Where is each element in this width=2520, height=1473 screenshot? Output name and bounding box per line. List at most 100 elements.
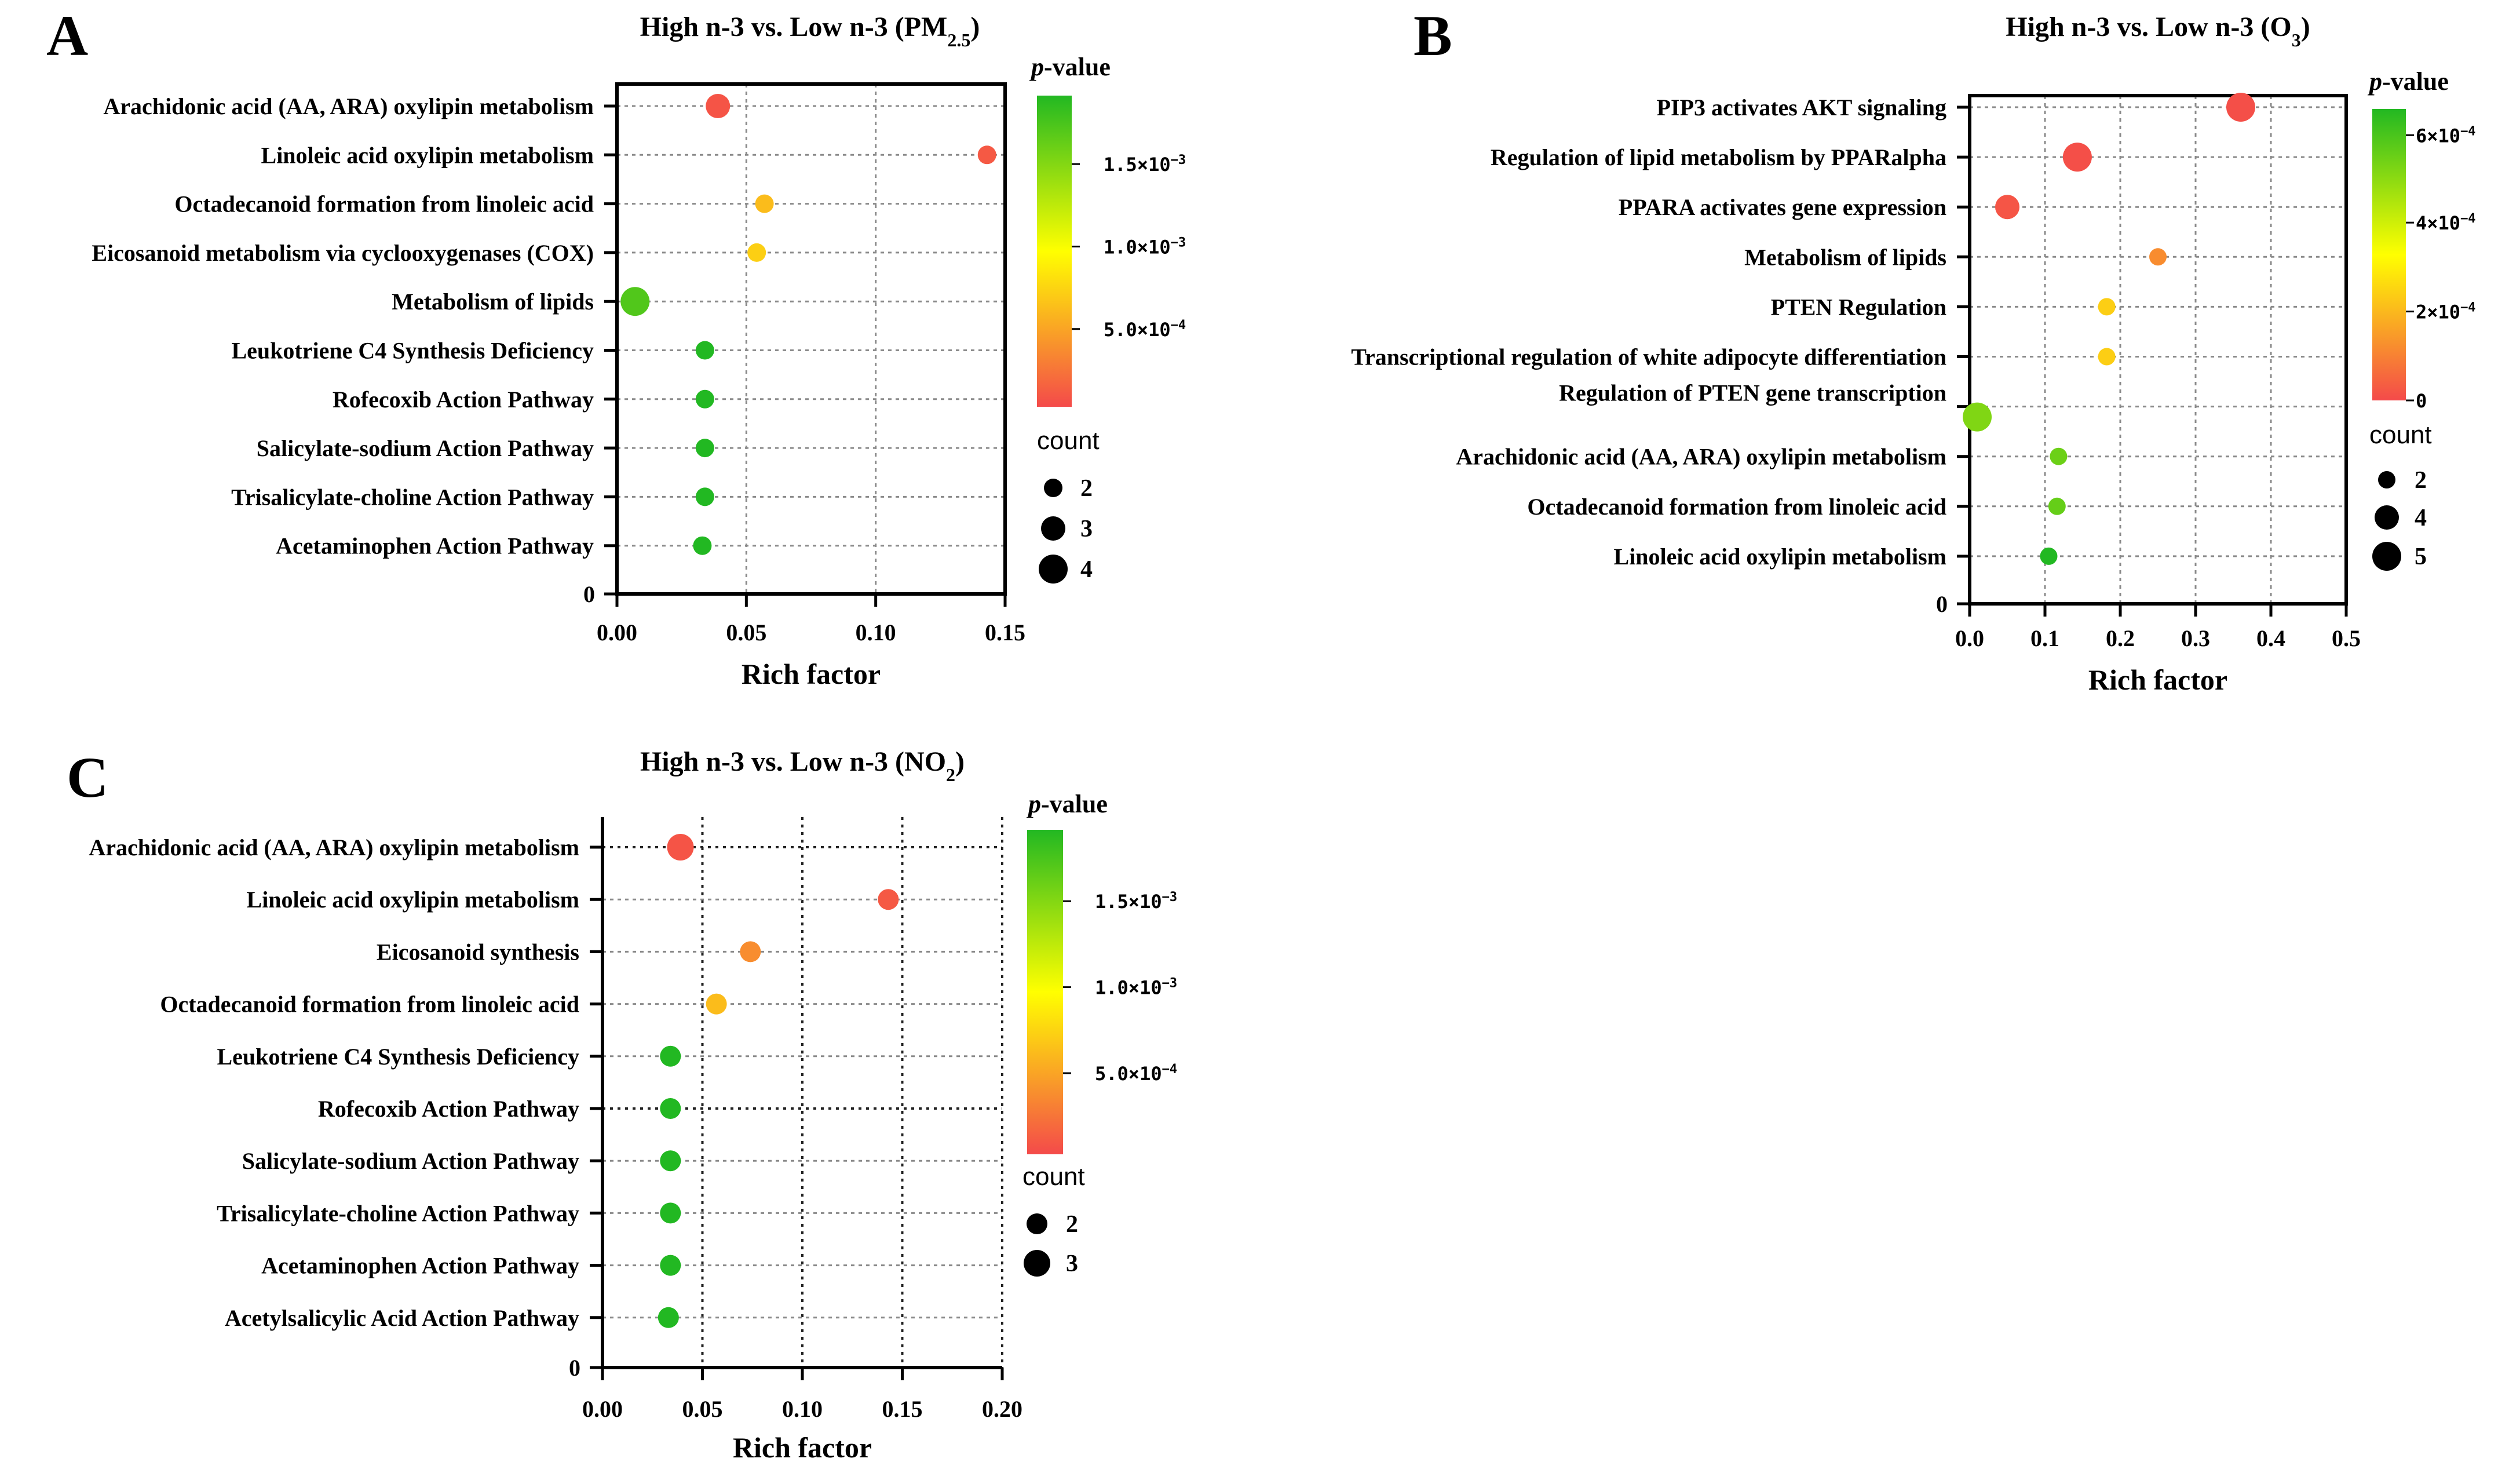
x-tick-label: 0.2 (2106, 625, 2135, 651)
colorbar-tick-mantissa: 4×10 (2416, 212, 2460, 234)
category-label: Trisalicylate-choline Action Pathway (231, 484, 594, 510)
colorbar-tick-exponent: −4 (1171, 318, 1186, 332)
x-axis-label: Rich factor (2088, 663, 2227, 696)
chart-title-end: ) (970, 12, 980, 42)
panel-b: B High n-3 vs. Low n-3 (O3) PIP3 activates… (1351, 3, 2475, 696)
data-point (660, 1098, 681, 1119)
data-point (660, 1255, 681, 1276)
data-point (2226, 93, 2255, 122)
colorbar-tick-exponent: −4 (2460, 124, 2476, 138)
y-zero-label: 0 (1936, 591, 1948, 617)
colorbar-tick-exponent: −3 (1171, 235, 1186, 250)
category-label: Octadecanoid formation from linoleic aci… (160, 991, 579, 1018)
count-legend-dot (2378, 471, 2395, 488)
category-label: Metabolism of lipids (392, 289, 594, 315)
colorbar-tick-label: 1.5×10−3 (1104, 153, 1186, 176)
category-label: Arachidonic acid (AA, ARA) oxylipin meta… (89, 834, 579, 861)
data-point (706, 94, 731, 118)
data-point (2149, 248, 2167, 266)
count-legend-label: 2 (2415, 467, 2427, 494)
colorbar-tick-label: 6×10−4 (2416, 124, 2476, 147)
colorbar-tick-mantissa: 5.0×10 (1095, 1063, 1162, 1085)
category-label: Octadecanoid formation from linoleic aci… (1527, 494, 1946, 520)
chart-title-end: ) (2301, 12, 2310, 42)
category-label: Arachidonic acid (AA, ARA) oxylipin meta… (103, 93, 594, 119)
x-tick-label: 0.15 (985, 619, 1025, 646)
count-legend-label: 4 (1080, 556, 1093, 583)
count-legend-dot (2375, 505, 2399, 530)
chart-title-main: High n-3 vs. Low n-3 (NO (640, 746, 946, 777)
colorbar-tick-exponent: −4 (1162, 1062, 1178, 1077)
colorbar-tick-label: 4×10−4 (2416, 212, 2476, 235)
x-tick-label: 0.10 (856, 619, 896, 646)
panel-letter: B (1414, 3, 1452, 68)
colorbar-tick-mantissa: 5.0×10 (1104, 319, 1171, 341)
plot-frame (615, 82, 1007, 596)
chart-title: High n-3 vs. Low n-3 (PM2.5) (640, 12, 980, 50)
x-tick-label: 0.1 (2030, 625, 2059, 651)
data-point (660, 1045, 681, 1067)
category-label: Metabolism of lipids (1744, 244, 1946, 270)
colorbar-tick-exponent: −4 (2460, 300, 2476, 315)
colorbar-tick-label: 1.0×10−3 (1104, 235, 1186, 258)
data-point (2098, 348, 2116, 366)
colorbar-tick-label: 5.0×10−4 (1095, 1062, 1177, 1085)
chart-title: High n-3 vs. Low n-3 (NO2) (640, 746, 965, 785)
category-label: Regulation of lipid metabolism by PPARal… (1491, 144, 1946, 170)
data-point (706, 993, 727, 1015)
data-point (660, 1150, 681, 1172)
data-point (693, 536, 712, 555)
category-label: Trisalicylate-choline Action Pathway (217, 1200, 579, 1226)
colorbar-tick-mantissa: 1.5×10 (1104, 154, 1171, 176)
pvalue-rest: -value (1041, 790, 1108, 818)
colorbar-tick-mantissa: 6×10 (2416, 125, 2460, 147)
count-legend-dot (1044, 479, 1062, 497)
y-zero-label: 0 (583, 581, 595, 607)
x-tick-label: 0.5 (2332, 625, 2361, 651)
colorbar-tick-exponent: −4 (2460, 212, 2476, 226)
count-legend-label: 2 (1080, 475, 1093, 502)
panel-letter: C (67, 745, 108, 810)
count-legend-title: count (2369, 421, 2432, 449)
count-legend-label: 4 (2415, 505, 2427, 531)
x-tick-label: 0.15 (882, 1396, 923, 1422)
x-tick-label: 0.20 (982, 1396, 1022, 1422)
category-label: PTEN Regulation (1771, 294, 1946, 320)
data-point (1963, 402, 1992, 432)
category-label: PPARA activates gene expression (1619, 194, 1946, 220)
data-point (2050, 447, 2068, 465)
pvalue-legend-title: p-value (1029, 53, 1111, 81)
colorbar-tick-mantissa: 1.0×10 (1104, 236, 1171, 258)
x-tick-label: 0.4 (2256, 625, 2285, 651)
data-point (660, 1202, 681, 1224)
colorbar-tick-mantissa: 0 (2416, 390, 2427, 412)
data-point (747, 243, 766, 262)
data-point (2048, 497, 2066, 515)
count-legend-label: 5 (2415, 544, 2427, 570)
data-point (977, 145, 996, 165)
data-point (667, 834, 694, 861)
count-legend-label: 2 (1066, 1211, 1078, 1238)
chart-title-subscript: 3 (2292, 30, 2301, 50)
pvalue-rest: -value (1044, 53, 1111, 81)
category-label: Acetaminophen Action Pathway (276, 533, 594, 559)
colorbar-tick-label: 2×10−4 (2416, 300, 2476, 323)
panel-a: A High n-3 vs. Low n-3 (PM2.5) Arachidonic… (46, 3, 1186, 690)
colorbar (1037, 96, 1072, 407)
x-tick-label: 0.0 (1955, 625, 1984, 651)
pvalue-legend-title: p-value (2367, 67, 2449, 96)
colorbar-tick-label: 1.0×10−3 (1095, 976, 1177, 999)
category-label: Salicylate-sodium Action Pathway (257, 435, 594, 461)
data-point (695, 341, 714, 360)
category-label: Eicosanoid synthesis (377, 939, 579, 965)
panel-letter: A (46, 3, 88, 68)
x-tick-label: 0.00 (597, 619, 637, 646)
data-point (2062, 143, 2092, 172)
category-label: Regulation of PTEN gene transcription (1559, 380, 1946, 406)
colorbar (2372, 109, 2406, 400)
colorbar-tick-mantissa: 2×10 (2416, 301, 2460, 323)
x-axis-label: Rich factor (742, 658, 881, 690)
category-label: Linoleic acid oxylipin metabolism (1614, 544, 1946, 570)
x-tick-label: 0.10 (782, 1396, 823, 1422)
y-zero-label: 0 (569, 1355, 580, 1381)
